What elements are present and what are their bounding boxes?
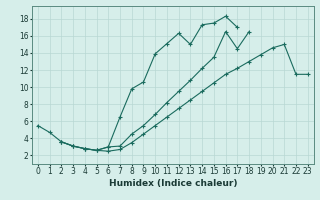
X-axis label: Humidex (Indice chaleur): Humidex (Indice chaleur) [108,179,237,188]
